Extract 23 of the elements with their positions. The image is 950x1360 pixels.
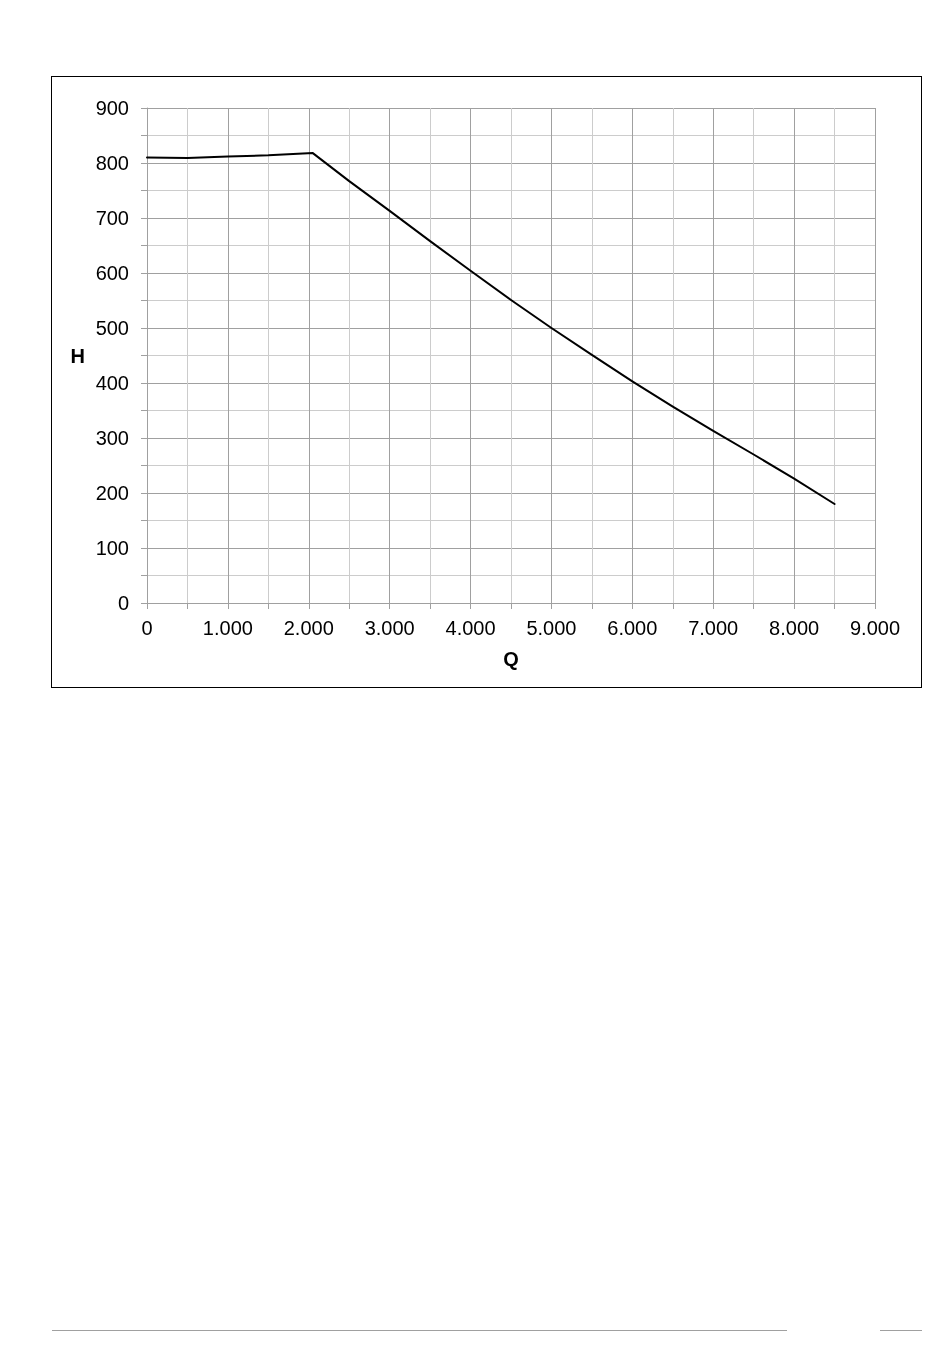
y-tick-label: 600 [95,262,129,284]
x-tick-label: 3.000 [364,617,415,639]
y-axis-title: H [70,344,85,367]
y-tick-label: 200 [95,482,129,504]
x-tick-label: 2.000 [283,617,334,639]
y-tick-label: 800 [95,152,129,174]
y-tick-label: 100 [95,537,129,559]
y-tick-label: 300 [95,427,129,449]
x-tick-label: 4.000 [445,617,496,639]
x-tick-label: 9.000 [849,617,901,639]
y-tick-label: 500 [95,317,129,339]
x-tick-label: 1.000 [202,617,253,639]
line-series [146,152,836,505]
x-tick-label: 7.000 [688,617,739,639]
y-tick-label: 700 [95,207,129,229]
x-tick-label: 5.000 [526,617,577,639]
x-tick-label: 6.000 [607,617,658,639]
x-tick-label: 8.000 [769,617,820,639]
y-tick-label: 900 [95,97,129,119]
x-tick-label: 0 [141,617,153,639]
y-tick-label: 0 [117,592,129,614]
y-tick-label: 400 [95,372,129,394]
x-axis-title: Q [503,648,519,670]
